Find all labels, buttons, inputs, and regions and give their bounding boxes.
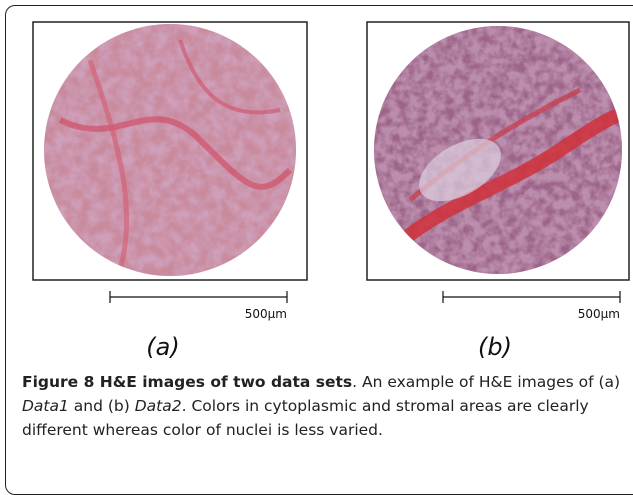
caption-text: and (b) [68, 397, 135, 415]
panel-label: (a) [146, 333, 179, 361]
scale-bar-label: 500µm [245, 307, 287, 321]
caption-text: . An example of H&E images of (a) [352, 373, 621, 391]
caption-italic: Data1 [22, 397, 69, 415]
figure-caption: Figure 8 H&E images of two data sets. An… [22, 370, 622, 442]
scale-bar-a [109, 291, 288, 303]
tissue-image-b [374, 26, 622, 274]
panel-label: (b) [478, 333, 512, 361]
scale-bar-b [442, 291, 621, 303]
page: 500µm (a) 500µm (b) Figure 8 H&E images … [5, 5, 633, 495]
tissue-image-a [44, 24, 296, 276]
caption-title: Figure 8 H&E images of two data sets [22, 373, 353, 391]
figure-images: 500µm (a) 500µm (b) [32, 21, 630, 361]
caption-text: . Colors in cytoplasmic and stromal area… [22, 397, 589, 439]
caption-italic: Data2 [134, 397, 182, 415]
scale-bar-label: 500µm [578, 307, 620, 321]
